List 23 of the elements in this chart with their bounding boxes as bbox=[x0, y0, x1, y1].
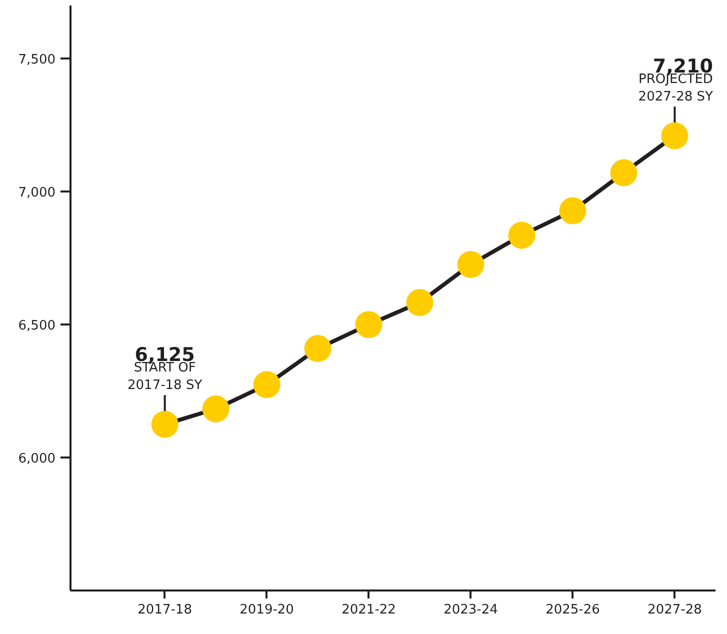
x-tick-label: 2027-28 bbox=[648, 602, 702, 618]
point bbox=[355, 311, 382, 338]
x-tick-label: 2025-26 bbox=[546, 602, 600, 618]
point bbox=[559, 197, 586, 224]
y-tick-label: 7,000 bbox=[18, 186, 56, 201]
x-tick-label: 2019-20 bbox=[240, 602, 294, 618]
point bbox=[253, 371, 280, 398]
y-tick-label: 6,000 bbox=[18, 452, 56, 467]
x-tick-label: 2021-22 bbox=[342, 602, 396, 618]
annotation: 7,210 PROJECTED 2027-28 SY bbox=[638, 56, 714, 104]
point bbox=[304, 335, 332, 362]
annotation: 6,125 START OF 2017-18 SY bbox=[128, 344, 202, 393]
point bbox=[508, 222, 536, 249]
x-tick-label: 2017-18 bbox=[138, 602, 192, 618]
point bbox=[202, 395, 230, 422]
point bbox=[661, 122, 688, 150]
x-tick-label: 2023-24 bbox=[444, 602, 498, 618]
point bbox=[151, 410, 178, 438]
point bbox=[406, 289, 434, 316]
y-tick-label: 6,500 bbox=[18, 318, 56, 334]
point bbox=[457, 251, 484, 278]
y-tick-label: 7,500 bbox=[18, 52, 56, 68]
point bbox=[610, 159, 638, 186]
